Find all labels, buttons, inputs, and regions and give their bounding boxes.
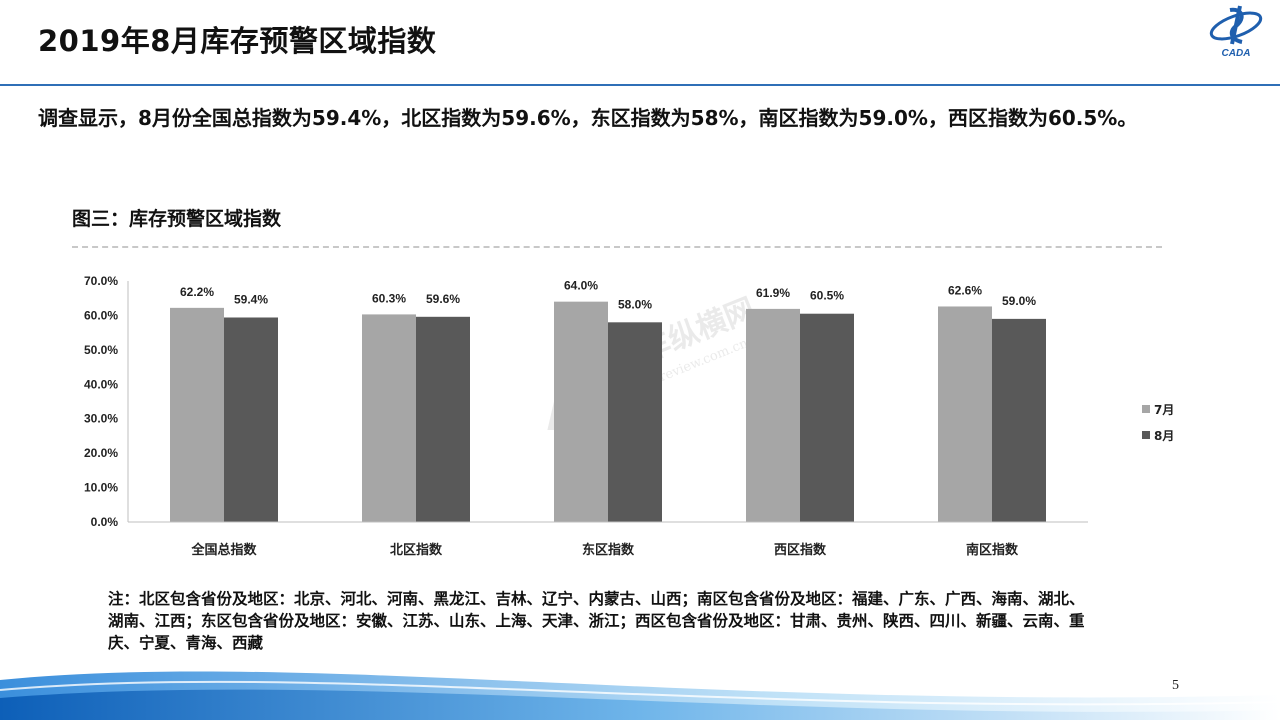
data-label: 58.0% [618, 297, 652, 311]
bar-aug [800, 313, 854, 522]
data-label: 60.5% [810, 289, 844, 303]
category-label: 东区指数 [582, 542, 635, 558]
category-label: 西区指数 [774, 542, 827, 558]
page-title: 2019年8月库存预警区域指数 [38, 24, 437, 58]
dashed-divider [72, 246, 1162, 248]
bar-jul [170, 307, 224, 522]
title-divider [0, 84, 1280, 86]
bar-jul [938, 306, 992, 522]
intro-text: 调查显示，8月份全国总指数为59.4%，北区指数为59.6%，东区指数为58%，… [38, 106, 1138, 130]
decorative-wave [0, 671, 1280, 720]
data-label: 62.2% [180, 285, 214, 299]
y-axis: 0.0% 10.0% 20.0% 30.0% 40.0% 50.0% 60.0% 70.0% [84, 274, 129, 529]
bars: 62.2% 59.4% 60.3% 59.6% 64.0% 58.0% 61.9% 60.5%… [170, 279, 1046, 522]
bar-jul [362, 314, 416, 522]
bar-aug [416, 316, 470, 522]
data-label: 61.9% [756, 286, 790, 300]
legend: 7月 8月 [1142, 403, 1174, 443]
page-number: 5 [1172, 678, 1179, 693]
y-tick-label: 20.0% [84, 446, 118, 460]
data-label: 60.3% [372, 291, 406, 305]
bar-chart: 0.0%10.0%20.0%30.0%40.0%50.0%60.0%70.0% … [84, 274, 1174, 558]
chart-heading: 图三：库存预警区域指数 [72, 208, 282, 230]
data-label: 59.0% [1002, 294, 1036, 308]
category-label: 南区指数 [966, 542, 1019, 558]
data-label: 64.0% [564, 279, 598, 293]
x-axis: 全国总指数 北区指数 东区指数 西区指数 南区指数 [128, 521, 1088, 558]
bar-aug [608, 322, 662, 522]
data-label: 62.6% [948, 283, 982, 297]
cada-logo: CADA [1209, 5, 1263, 59]
data-label: 59.6% [426, 292, 460, 306]
bar-jul [746, 308, 800, 522]
y-tick-label: 40.0% [84, 377, 118, 391]
legend-swatch [1142, 405, 1150, 413]
category-label: 北区指数 [390, 542, 443, 558]
logo-text: CADA [1222, 48, 1251, 59]
data-label: 59.4% [234, 292, 268, 306]
y-tick-label: 0.0% [91, 515, 119, 529]
bar-aug [992, 318, 1046, 522]
y-tick-label: 30.0% [84, 412, 118, 426]
bar-jul [554, 301, 608, 522]
bar-aug [224, 317, 278, 522]
category-label: 全国总指数 [190, 542, 257, 558]
legend-swatch [1142, 431, 1150, 439]
legend-label: 8月 [1154, 429, 1174, 443]
y-tick-label: 60.0% [84, 308, 118, 322]
legend-label: 7月 [1154, 403, 1174, 417]
y-tick-label: 70.0% [84, 274, 118, 288]
y-tick-label: 50.0% [84, 343, 118, 357]
footnote: 注：北区包含省份及地区：北京、河北、河南、黑龙江、吉林、辽宁、内蒙古、山西；南区… [108, 589, 1085, 652]
y-tick-label: 10.0% [84, 481, 118, 495]
